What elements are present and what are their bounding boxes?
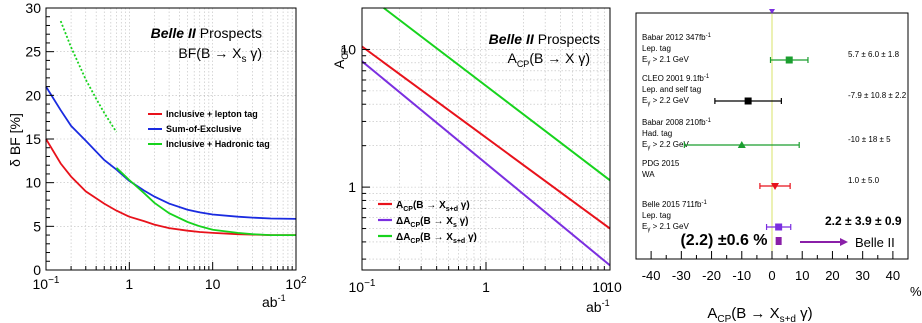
p3-value-0: 5.7 ± 6.0 ± 1.8	[848, 50, 900, 59]
p3-line2-1: Lep. and self tag	[642, 85, 701, 94]
bf-uncertainty-chart: 0 5 10 15 20 25 30 10−1 1 10 102 δ BF [%] ab-1 Bel…	[7, 0, 307, 310]
p3-xtick-label: 40	[886, 268, 900, 283]
p2-xtick-label: 10	[606, 279, 622, 295]
p3-line2-0: Lep. tag	[642, 44, 671, 53]
p1-series-2	[115, 167, 296, 236]
p2-legend-label: ΔACP(B → Xs γ)	[396, 216, 469, 229]
p2-ylabel: ACP	[331, 47, 350, 69]
p2-title: Belle II Prospects	[489, 31, 600, 47]
p1-legend-label: Inclusive + Hadronic tag	[166, 139, 270, 149]
p3-line2-4: Lep. tag	[642, 211, 671, 220]
p1-series-0	[45, 138, 296, 236]
p3-line3-4: Eγ > 2.1 GeV	[642, 222, 689, 233]
p3-xtick-label: 20	[825, 268, 839, 283]
p3-marker-2	[737, 141, 746, 148]
p1-grid	[45, 7, 296, 271]
p3-value-4: 2.2 ± 3.9 ± 0.9	[825, 214, 902, 228]
p3-top-marker	[769, 9, 775, 14]
p3-line3-2: Eγ > 2.2 GeV	[642, 140, 689, 151]
p3-value-3: 1.0 ± 5.0	[848, 176, 880, 185]
p3-xlabel: ACP(B → Xs+d γ)	[707, 305, 812, 323]
p2-series-1	[361, 60, 611, 267]
p3-projection-target: Belle II	[855, 235, 895, 250]
p1-ytick-label: 0	[33, 262, 41, 278]
p3-line3-1: Eγ > 2.2 GeV	[642, 96, 689, 107]
p3-xtick-label: -10	[732, 268, 751, 283]
p1-xtick-label: 1	[125, 276, 133, 292]
p3-projection-marker	[775, 237, 782, 245]
p1-ytick-label: 20	[25, 87, 41, 103]
p3-marker-3	[771, 183, 780, 190]
p1-legend: Inclusive + lepton tag Sum-of-Exclusive In…	[148, 109, 270, 149]
p2-series-lines	[361, 7, 611, 267]
p2-xtick-label: 10−1	[349, 278, 376, 295]
p1-subtitle: BF(B → Xs γ)	[178, 45, 262, 65]
p3-label-0: Babar 2012 347fb-1	[642, 33, 712, 42]
p1-ytick-label: 30	[25, 0, 41, 16]
p2-xtick-label: 10	[592, 279, 608, 295]
p1-xtick-label: 10	[205, 276, 221, 292]
p3-xtick-label: -30	[672, 268, 691, 283]
p1-series-3	[59, 20, 118, 133]
p1-title: Belle II Prospects	[151, 25, 262, 41]
p1-legend-label: Inclusive + lepton tag	[166, 109, 258, 119]
p3-xtick-label: -40	[642, 268, 661, 283]
acp-measurements-chart: Babar 2012 347fb-1 Lep. tag Eγ > 2.1 GeV 5.…	[635, 9, 922, 323]
p3-xtick-label: 0	[768, 268, 775, 283]
p3-projection-arrowhead	[840, 238, 848, 246]
p1-xlabel: ab-1	[262, 293, 286, 310]
p1-series-lines	[45, 20, 297, 236]
p3-label-2: Babar 2008 210fb-1	[642, 118, 712, 127]
p3-marker-1	[744, 97, 752, 105]
p3-marker-0	[785, 56, 793, 64]
p2-ytick-label: 1	[348, 179, 356, 195]
p1-ytick-label: 5	[33, 218, 41, 234]
p3-xtick-label: 30	[855, 268, 869, 283]
p3-unit: %	[910, 284, 922, 299]
p3-value-2: -10 ± 18 ± 5	[848, 135, 891, 144]
p1-ytick-label: 15	[25, 131, 41, 147]
p1-ticks: 0 5 10 15 20 25 30 10−1 1 10 102	[25, 0, 307, 292]
p2-ytick-label: 10	[340, 41, 356, 57]
p2-grid	[361, 7, 610, 270]
p2-legend-label: ACP(B → Xs+d γ)	[396, 200, 470, 213]
p3-body: Babar 2012 347fb-1 Lep. tag Eγ > 2.1 GeV 5.…	[642, 9, 907, 259]
p3-projection-text: (2.2) ±0.6 %	[680, 232, 767, 249]
p1-xtick-label: 10−1	[33, 275, 60, 292]
p3-xtick-label: 10	[795, 268, 809, 283]
p3-label-4: Belle 2015 711fb-1	[642, 200, 707, 209]
p2-legend: ACP(B → Xs+d γ) ΔACP(B → Xs γ) ΔACP(B → Xs…	[378, 200, 477, 245]
p2-subtitle: ACP(B → X γ)	[507, 50, 590, 69]
p3-line3-0: Eγ > 2.1 GeV	[642, 55, 689, 66]
p3-line2-3: WA	[642, 170, 655, 179]
p2-legend-label: ΔACP(B → Xs+d γ)	[396, 232, 477, 245]
p3-label-3: PDG 2015	[642, 159, 680, 168]
p1-series-1	[45, 86, 297, 220]
p3-value-1: -7.9 ± 10.8 ± 2.2	[848, 91, 907, 100]
p3-ticks: -40 -30 -20 -10 0 10 20 30 40	[635, 251, 909, 283]
p2-xtick-label: 1	[482, 279, 490, 295]
p2-xlabel: ab-1	[586, 298, 610, 315]
p1-xtick-label: 102	[285, 275, 307, 292]
p3-label-1: CLEO 2001 9.1fb-1	[642, 74, 710, 83]
p1-ytick-label: 10	[25, 175, 41, 191]
p3-line2-2: Had. tag	[642, 129, 672, 138]
p1-ytick-label: 25	[25, 44, 41, 60]
p2-series-2	[383, 7, 611, 182]
p2-series-0	[361, 45, 611, 230]
p3-marker-4	[775, 223, 783, 231]
p1-legend-label: Sum-of-Exclusive	[166, 124, 242, 134]
p1-ylabel: δ BF [%]	[7, 113, 23, 167]
p3-xtick-label: -20	[702, 268, 721, 283]
